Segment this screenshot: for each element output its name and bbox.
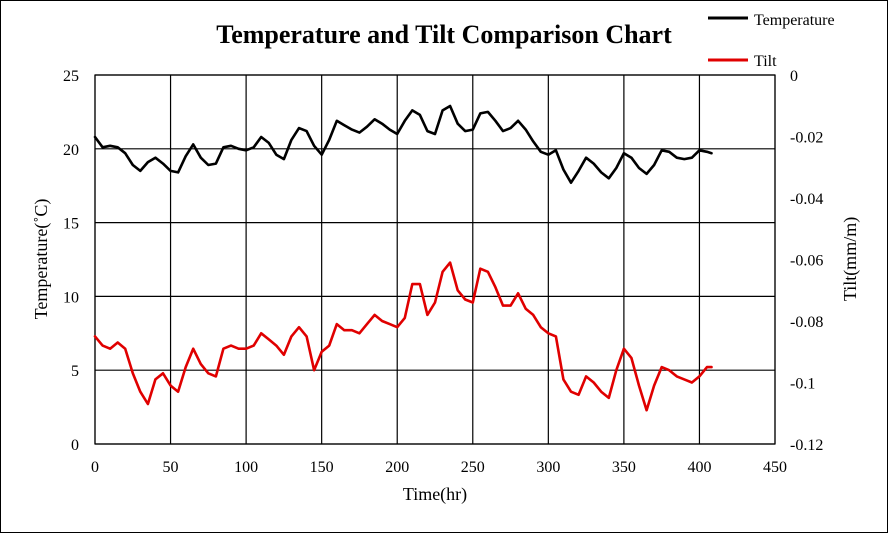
x-tick-label: 300 (536, 459, 560, 476)
y-left-tick-label: 25 (63, 68, 79, 85)
y-left-axis-label: Temperature(˚C) (31, 199, 52, 320)
x-tick-label: 50 (163, 459, 179, 476)
y-right-axis-label: Tilt(mm/m) (840, 217, 861, 301)
x-tick-label: 200 (385, 459, 409, 476)
y-left-tick-label: 10 (63, 289, 79, 306)
legend-label-temperature: Temperature (754, 12, 835, 29)
x-tick-label: 250 (461, 459, 485, 476)
chart-title: Temperature and Tilt Comparison Chart (216, 20, 672, 49)
y-left-tick-label: 15 (63, 216, 79, 233)
x-tick-label: 150 (310, 459, 334, 476)
series-layer (93, 104, 713, 412)
y-right-tick-label: 0 (790, 68, 798, 85)
x-axis-label: Time(hr) (403, 484, 467, 505)
y-left-tick-label: 0 (71, 437, 79, 454)
y-right-tick-label: -0.08 (790, 314, 823, 331)
legend-label-tilt: Tilt (754, 53, 777, 70)
y-right-tick-label: -0.1 (790, 376, 815, 393)
y-right-tick-labels: 0 -0.02 -0.04 -0.06 -0.08 -0.1 -0.12 (790, 68, 823, 454)
x-tick-label: 400 (687, 459, 711, 476)
y-left-tick-label: 20 (63, 142, 79, 159)
x-tick-label: 450 (763, 459, 787, 476)
plot-area-border (94, 74, 776, 445)
series-line-temperature (93, 104, 713, 184)
series-line-tilt (93, 261, 713, 412)
y-right-tick-label: -0.06 (790, 253, 823, 270)
x-tick-label: 100 (234, 459, 258, 476)
x-tick-labels: 0 50 100 150 200 250 300 350 400 450 (91, 459, 787, 476)
y-right-tick-label: -0.02 (790, 130, 823, 147)
x-tick-label: 0 (91, 459, 99, 476)
y-right-tick-label: -0.04 (790, 191, 823, 208)
x-tick-label: 350 (612, 459, 636, 476)
legend: Temperature Tilt (708, 12, 835, 70)
y-left-tick-labels: 0 5 10 15 20 25 (63, 68, 79, 454)
y-left-tick-label: 5 (71, 363, 79, 380)
y-right-tick-label: -0.12 (790, 437, 823, 454)
